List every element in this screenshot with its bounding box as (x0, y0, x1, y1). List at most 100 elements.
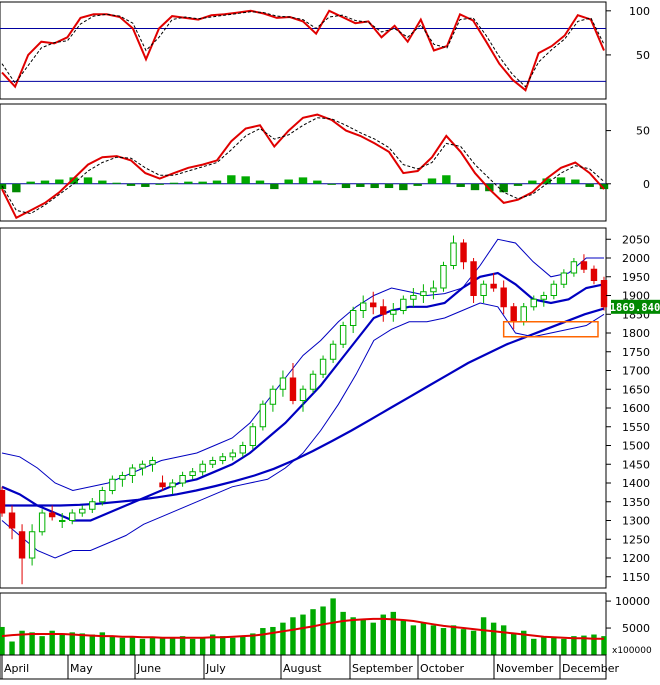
bollinger-upper (1, 238, 604, 492)
macd-histogram-bar (227, 175, 236, 184)
candle-body (570, 261, 578, 274)
price-tick-label: 1800 (622, 327, 650, 340)
macd-histogram-bar (12, 183, 21, 193)
volume-bar (581, 635, 587, 655)
volume-bar (119, 637, 126, 655)
volume-bar (510, 633, 517, 655)
candle-body (18, 531, 26, 559)
volume-bar (79, 633, 85, 655)
volume-bar (500, 625, 507, 655)
candle-body (420, 291, 427, 296)
volume-bar (19, 630, 25, 655)
candle-body (219, 456, 226, 461)
price-tick-label: 1400 (622, 477, 650, 490)
volume-bar (470, 630, 477, 655)
candle-body (139, 463, 146, 469)
volume-bar (149, 637, 156, 655)
macd-histogram-bar (413, 183, 422, 186)
volume-bar (139, 638, 146, 655)
macd-histogram-bar (470, 183, 480, 191)
volume-bar (430, 625, 437, 655)
volume-bar (350, 617, 356, 655)
month-label: December (562, 662, 620, 675)
volume-bar (59, 633, 65, 655)
candle-body (169, 482, 176, 488)
macd-panel (0, 103, 609, 222)
volume-bar (571, 636, 577, 655)
candle-body (229, 452, 236, 458)
volume-bar (250, 633, 256, 655)
volume-bar (69, 632, 75, 655)
candle-body (28, 531, 36, 559)
volume-bar (420, 622, 427, 655)
volume-bar (330, 598, 336, 655)
price-tick-label: 1300 (622, 515, 650, 528)
x-axis: April May June July August September October No… (0, 654, 620, 680)
macd-histogram-bar (442, 175, 451, 184)
macd-histogram-bar (513, 183, 523, 186)
macd-histogram-bar (456, 183, 465, 187)
candle-body (460, 242, 467, 263)
volume-bar (410, 625, 417, 655)
macd-histogram-bar (212, 180, 222, 184)
price-tick-label: 2000 (622, 252, 650, 265)
candle-body (8, 512, 16, 529)
candle-body (440, 265, 447, 289)
candle-body (450, 242, 457, 266)
candle-body (48, 512, 56, 518)
macd-histogram-bar (83, 177, 93, 184)
candle-body (380, 306, 387, 315)
highlight-box (502, 321, 599, 338)
candle-body (79, 508, 86, 514)
month-label: July (205, 662, 226, 675)
candle-body (410, 295, 417, 300)
candle-body (530, 298, 537, 308)
candle-body (309, 373, 317, 390)
candle-body (69, 512, 76, 521)
candle-body (390, 310, 397, 315)
macd-series-2 (1, 117, 605, 215)
candle-body (289, 377, 297, 401)
macd-histogram-bar (98, 180, 107, 184)
macd-histogram-bar (399, 183, 408, 191)
last-price-badge (611, 299, 660, 314)
candle-body (490, 283, 497, 289)
candle-body (520, 306, 527, 323)
macd-histogram-bar (198, 181, 207, 184)
volume-bar (29, 632, 35, 655)
stochastic-tick-label: 100 (629, 5, 650, 18)
macd-histogram-bar (26, 181, 35, 184)
volume-bar (189, 638, 196, 655)
candle-body (269, 388, 277, 405)
candle-body (159, 482, 166, 488)
macd-histogram-bar (184, 181, 193, 184)
volume-bar (270, 626, 276, 655)
price-tick-label: 2050 (622, 233, 650, 246)
volume-panel (0, 592, 607, 656)
macd-histogram-bar (499, 183, 508, 193)
volume-bar (360, 619, 366, 655)
macd-histogram-bar (270, 183, 279, 190)
macd-histogram-bar (571, 179, 580, 184)
volume-bar (99, 632, 106, 655)
volume-moving-average (1, 617, 604, 640)
volume-bar (49, 630, 55, 655)
volume-bar (310, 609, 316, 655)
candle-body (179, 475, 186, 484)
candle-body (510, 306, 517, 323)
volume-bar (300, 614, 306, 655)
candle-body (129, 467, 136, 476)
month-label: May (70, 662, 93, 675)
volume-bar (450, 625, 457, 655)
macd-histogram-bar (585, 183, 594, 187)
last-price-label: 1869.840 (610, 302, 660, 314)
macd-histogram-bar (112, 182, 121, 184)
candle-body (199, 463, 206, 473)
candle-body (109, 478, 116, 491)
price-tick-label: 1550 (622, 421, 650, 434)
candle-body (239, 445, 247, 454)
candle-body (540, 295, 548, 300)
volume-tick-label: 10000 (615, 595, 650, 608)
volume-bar (541, 636, 547, 655)
volume-bar (380, 614, 386, 655)
